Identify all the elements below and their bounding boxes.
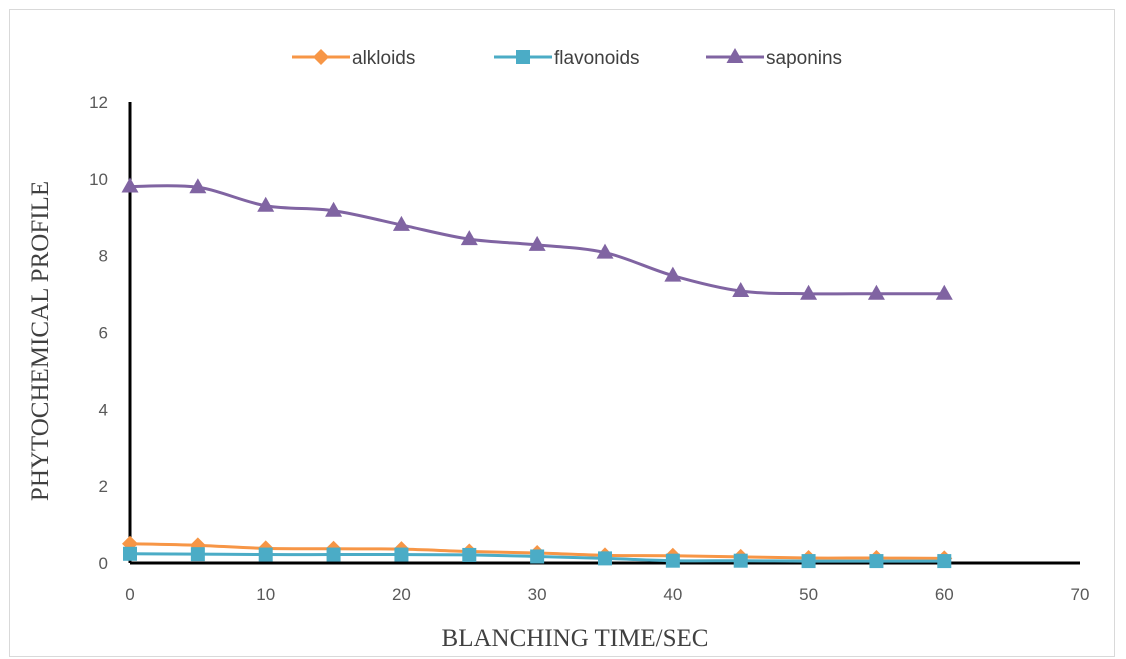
data-point-flavonoids bbox=[258, 547, 273, 562]
y-tick-label: 6 bbox=[99, 324, 108, 343]
legend-item-saponins: saponins bbox=[706, 48, 842, 69]
y-tick-label: 8 bbox=[99, 247, 108, 266]
x-axis-title: BLANCHING TIME/SEC bbox=[442, 625, 709, 652]
x-tick-label: 70 bbox=[1071, 585, 1090, 604]
data-point-saponins bbox=[528, 235, 546, 251]
y-tick-label: 4 bbox=[99, 400, 108, 419]
data-point-flavonoids bbox=[733, 553, 748, 568]
data-point-flavonoids bbox=[394, 547, 409, 562]
data-point-saponins bbox=[257, 196, 275, 212]
legend-label-flavonoids: flavonoids bbox=[554, 48, 640, 69]
y-tick-label: 0 bbox=[99, 554, 108, 573]
legend-item-alkloids: alkloids bbox=[292, 48, 415, 69]
data-point-saponins bbox=[392, 215, 410, 231]
series-flavonoids bbox=[123, 546, 952, 569]
data-point-saponins bbox=[325, 201, 343, 217]
legend-marker-alkloids bbox=[313, 49, 329, 65]
data-point-flavonoids bbox=[326, 547, 341, 562]
x-tick-label: 20 bbox=[392, 585, 411, 604]
data-point-flavonoids bbox=[462, 547, 477, 562]
x-tick-label: 60 bbox=[935, 585, 954, 604]
legend-item-flavonoids: flavonoids bbox=[494, 48, 640, 69]
x-tick-label: 40 bbox=[663, 585, 682, 604]
data-point-flavonoids bbox=[869, 554, 884, 569]
y-tick-label: 2 bbox=[99, 477, 108, 496]
x-tick-label: 10 bbox=[256, 585, 275, 604]
data-point-flavonoids bbox=[937, 554, 952, 569]
data-point-saponins bbox=[800, 284, 818, 300]
y-axis-tick-labels: 0 2 4 6 8 10 12 bbox=[89, 93, 108, 573]
x-tick-label: 0 bbox=[125, 585, 134, 604]
data-point-flavonoids bbox=[598, 551, 612, 566]
legend-marker-flavonoids bbox=[516, 50, 530, 64]
data-point-saponins bbox=[732, 282, 750, 298]
data-point-saponins bbox=[664, 266, 682, 282]
data-point-flavonoids bbox=[801, 554, 816, 569]
data-point-flavonoids bbox=[190, 547, 205, 562]
data-point-saponins bbox=[189, 178, 207, 194]
data-point-saponins bbox=[596, 243, 614, 259]
legend-label-alkloids: alkloids bbox=[352, 48, 415, 69]
x-axis-tick-labels: 0 10 20 30 40 50 60 70 bbox=[125, 585, 1089, 604]
data-point-flavonoids bbox=[665, 553, 680, 568]
x-tick-label: 30 bbox=[528, 585, 547, 604]
data-point-saponins bbox=[121, 177, 139, 193]
data-point-saponins bbox=[460, 230, 478, 246]
series-saponins bbox=[121, 177, 953, 300]
data-point-saponins bbox=[935, 284, 953, 300]
y-tick-label: 10 bbox=[89, 170, 108, 189]
y-tick-label: 12 bbox=[89, 93, 108, 112]
legend-label-saponins: saponins bbox=[766, 48, 842, 69]
data-point-flavonoids bbox=[530, 549, 545, 564]
data-point-saponins bbox=[867, 284, 885, 300]
data-point-flavonoids bbox=[123, 546, 137, 561]
legend-marker-saponins bbox=[726, 48, 744, 63]
y-axis-title: PHYTOCHEMICAL PROFILE bbox=[27, 181, 54, 501]
x-tick-label: 50 bbox=[799, 585, 818, 604]
series-group bbox=[121, 177, 953, 569]
legend: alkloids flavonoids saponins bbox=[292, 48, 842, 69]
